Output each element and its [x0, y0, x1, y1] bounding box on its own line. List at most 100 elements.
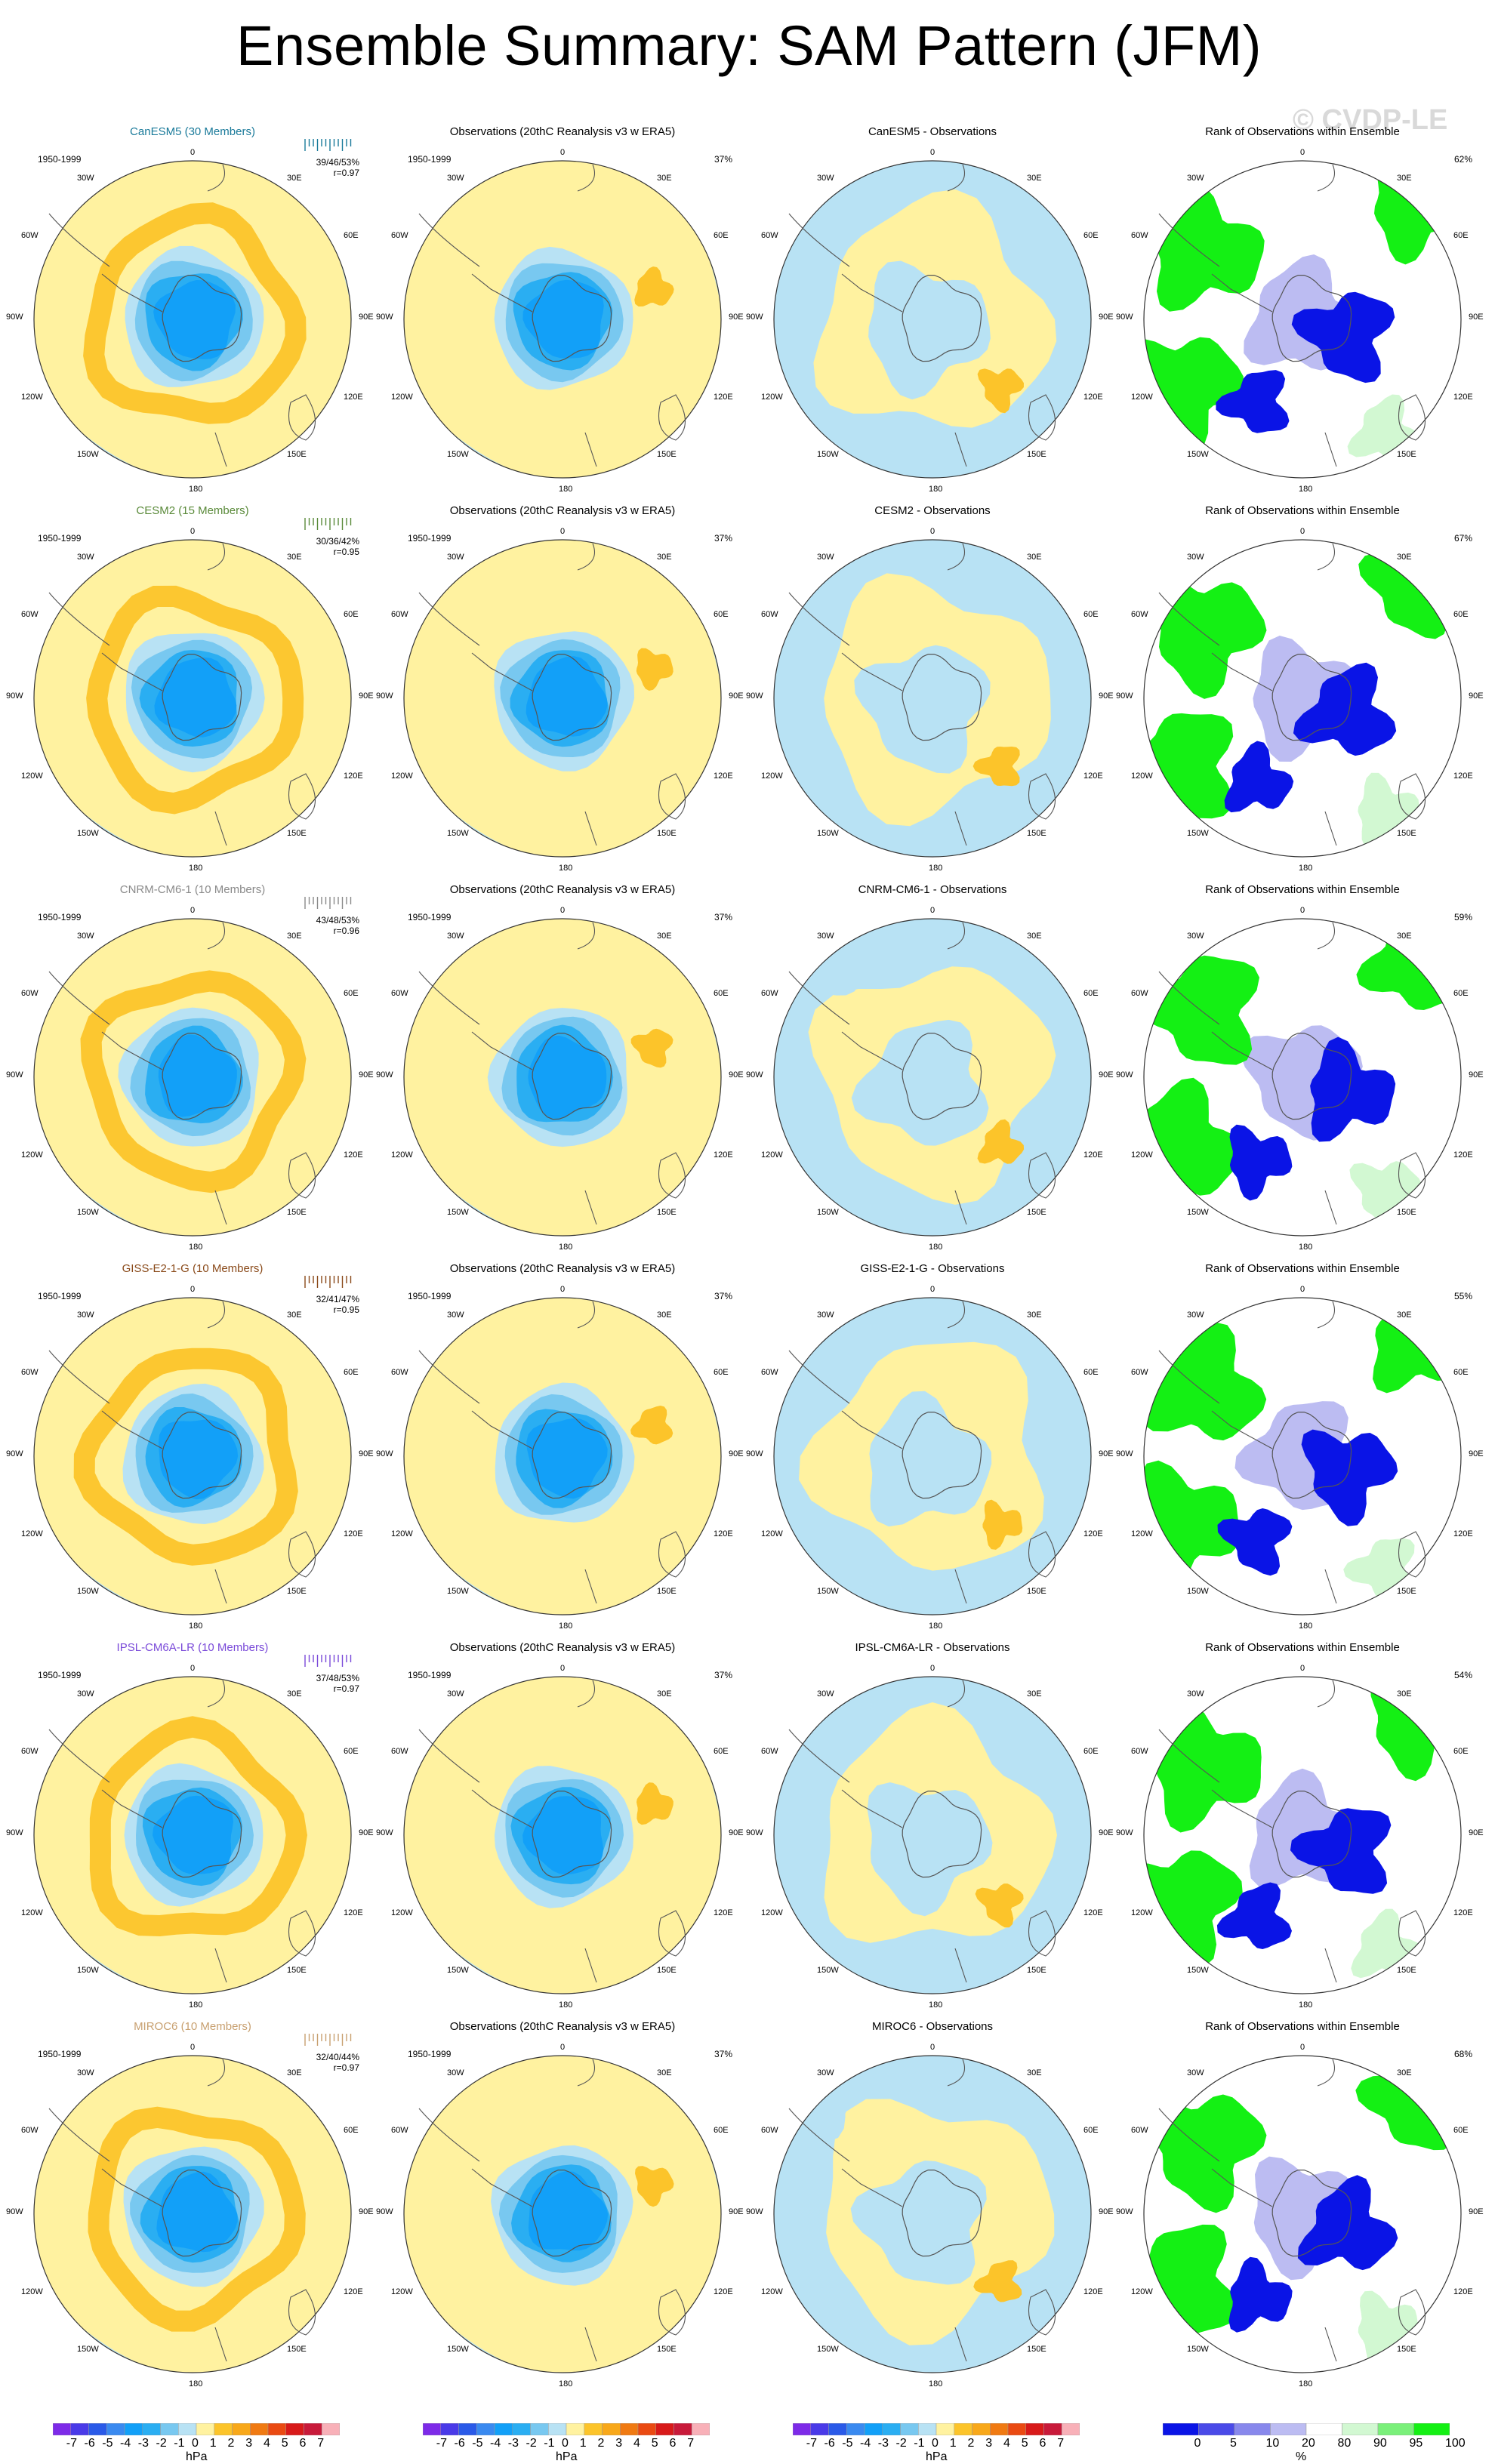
colorbar-tick-label: 20	[1302, 2437, 1315, 2450]
lon-label-l120: 120W	[21, 1150, 43, 1160]
colorbar-tick-label: -6	[824, 2437, 835, 2450]
lon-label-l30: 30W	[817, 1311, 834, 1320]
obs-map	[403, 1297, 722, 1615]
lon-label-bottom: 180	[929, 864, 943, 873]
lon-label-r150: 150E	[657, 2345, 677, 2354]
diff-title: CESM2 - Observations	[874, 504, 991, 517]
lon-label-r30: 30E	[657, 553, 672, 562]
lon-label-bottom: 180	[189, 2000, 203, 2010]
lon-label-r120: 120E	[1453, 1908, 1473, 1917]
lon-label-l60: 60W	[21, 1747, 39, 1756]
lon-label-bottom: 180	[1299, 1622, 1313, 1631]
rank-title: Rank of Observations within Ensemble	[1205, 1641, 1400, 1654]
lon-label-bottom: 180	[929, 485, 943, 494]
colorbar-hpa-1: -7 -6 -5 -4 -3 -2 -1 0 1 2 3 4 5 6 7 hPa	[53, 2423, 340, 2463]
colorbar-hpa-swatches	[53, 2423, 340, 2435]
lon-label-r60: 60E	[1453, 231, 1469, 240]
colorbar-swatch	[53, 2423, 71, 2435]
lon-label-r30: 30E	[1397, 932, 1412, 941]
lon-label-l30: 30W	[1187, 174, 1204, 183]
lon-label-r60: 60E	[714, 989, 729, 998]
colorbar-tick-label: -7	[806, 2437, 817, 2450]
lon-label-top: 0	[1300, 1285, 1305, 1294]
lon-label-r60: 60E	[1453, 1747, 1469, 1756]
lon-label-r90: 90E	[1099, 2207, 1114, 2216]
lon-label-r120: 120E	[714, 1908, 733, 1917]
diff-title: MIROC6 - Observations	[871, 2020, 994, 2033]
rank-map	[1143, 2055, 1462, 2373]
model-title: GISS-E2-1-G (10 Members)	[122, 1262, 264, 1275]
lon-label-bottom: 180	[189, 864, 203, 873]
colorbar-tick-label: -6	[454, 2437, 465, 2450]
colorbar-swatch	[954, 2423, 972, 2435]
lon-label-r90: 90E	[729, 1449, 744, 1458]
lon-label-r90: 90E	[359, 313, 374, 322]
lon-label-top: 0	[930, 1664, 935, 1673]
figure-title: Ensemble Summary: SAM Pattern (JFM)	[236, 14, 1262, 77]
model-map	[33, 1297, 352, 1615]
lon-label-l60: 60W	[1131, 1368, 1148, 1377]
colorbar-tick-label: 6	[299, 2437, 307, 2450]
stats-percentiles: 43/48/53%	[316, 915, 359, 926]
lon-label-r150: 150E	[287, 2345, 307, 2354]
lon-label-bottom: 180	[929, 2379, 943, 2389]
colorbar-tick-label: -5	[842, 2437, 853, 2450]
lon-label-l120: 120W	[391, 1529, 413, 1538]
lon-label-l30: 30W	[447, 553, 464, 562]
lon-label-l30: 30W	[817, 553, 834, 562]
lon-label-r150: 150E	[1027, 1587, 1046, 1596]
lon-label-r30: 30E	[287, 174, 302, 183]
lon-label-l150: 150W	[1187, 450, 1209, 459]
lon-label-top: 0	[560, 148, 566, 157]
stats-correlation: r=0.97	[333, 2062, 359, 2073]
ensemble-stats: 37/48/53% r=0.97	[287, 1673, 359, 1694]
lon-label-l30: 30W	[77, 1311, 94, 1320]
stats-percentiles: 37/48/53%	[316, 1673, 359, 1683]
lon-label-l30: 30W	[447, 2068, 464, 2077]
rank-panel: Rank of Observations within Ensemble 68% 0…	[1116, 2020, 1484, 2389]
lon-label-r60: 60E	[714, 231, 729, 240]
rank-map	[1143, 918, 1462, 1237]
obs-title: Observations (20thC Reanalysis v3 w ERA5…	[449, 125, 676, 138]
lon-label-r120: 120E	[1083, 1529, 1103, 1538]
lon-label-r150: 150E	[287, 1587, 307, 1596]
lon-label-r30: 30E	[657, 1689, 672, 1699]
colorbar-unit: hPa	[556, 2450, 578, 2463]
lon-label-r30: 30E	[287, 932, 302, 941]
lon-label-r90: 90E	[729, 2207, 744, 2216]
colorbar-swatch	[692, 2423, 710, 2435]
colorbar-tick-label: 1	[949, 2437, 957, 2450]
lon-label-l150: 150W	[817, 829, 839, 838]
lon-label-r120: 120E	[714, 1529, 733, 1538]
rank-title: Rank of Observations within Ensemble	[1205, 883, 1400, 896]
obs-panel: Observations (20thC Reanalysis v3 w ERA5…	[376, 125, 744, 494]
lon-label-r120: 120E	[1453, 1150, 1473, 1160]
colorbar-swatch	[1270, 2423, 1307, 2435]
colorbar-swatch	[637, 2423, 656, 2435]
lon-label-l120: 120W	[1131, 1150, 1153, 1160]
colorbar-swatch	[935, 2423, 954, 2435]
period-label: 1950-1999	[38, 1670, 82, 1680]
colorbar-swatch	[864, 2423, 883, 2435]
colorbar-swatch	[990, 2423, 1009, 2435]
colorbar-tick-label: -5	[472, 2437, 483, 2450]
colorbar-swatch	[1305, 2423, 1342, 2435]
percent-label: 37%	[714, 2049, 732, 2059]
colorbar-tick-label: 0	[932, 2437, 939, 2450]
period-label: 1950-1999	[408, 2049, 452, 2059]
colorbar-tick-label: -2	[526, 2437, 537, 2450]
colorbar-swatch	[232, 2423, 251, 2435]
lon-label-l90: 90W	[376, 1070, 393, 1080]
colorbar-swatch	[1007, 2423, 1026, 2435]
lon-label-bottom: 180	[929, 1243, 943, 1252]
lon-label-r120: 120E	[1453, 393, 1473, 402]
lon-label-top: 0	[190, 1285, 196, 1294]
lon-label-r60: 60E	[1453, 1368, 1469, 1377]
lon-label-l150: 150W	[447, 2345, 469, 2354]
lon-label-l30: 30W	[447, 1311, 464, 1320]
lon-label-r150: 150E	[287, 829, 307, 838]
lon-label-r60: 60E	[714, 1368, 729, 1377]
colorbar-swatch	[828, 2423, 847, 2435]
member-ticks	[304, 2034, 352, 2046]
ensemble-stats: 32/40/44% r=0.97	[287, 2052, 359, 2073]
